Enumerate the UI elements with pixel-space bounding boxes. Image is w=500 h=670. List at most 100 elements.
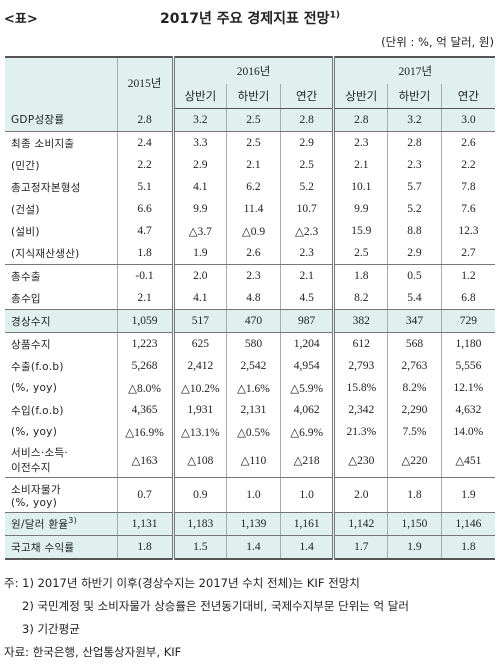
value-cell: 3.0 — [440, 108, 495, 132]
table-tag: <표> — [4, 12, 38, 27]
value-cell: 2.1 — [279, 264, 334, 287]
value-cell: 2.2 — [116, 154, 173, 176]
year-header: 2017년 — [332, 56, 495, 84]
value-cell: △163 — [116, 443, 173, 478]
value-cell: 1.8 — [440, 535, 495, 560]
value-cell: 4,632 — [440, 399, 495, 421]
value-cell: 2,793 — [332, 355, 388, 377]
footnote-lead: 주: — [4, 576, 19, 590]
value-cell: -0.1 — [116, 264, 173, 287]
value-cell: △451 — [440, 443, 495, 478]
value-cell: 5,268 — [116, 355, 173, 377]
value-cell: 2,763 — [387, 355, 442, 377]
value-cell: 1,223 — [116, 332, 173, 355]
value-cell: △108 — [171, 443, 227, 478]
value-cell: 1,180 — [440, 332, 495, 355]
period-header: 연간 — [279, 84, 334, 109]
value-cell: 2.0 — [171, 264, 227, 287]
footnote-text: 1) 2017년 하반기 이후(경상수지는 2017년 수치 전체)는 KIF … — [22, 576, 360, 590]
value-cell: △10.2% — [171, 377, 227, 399]
data-row: 총수입 2.1 4.1 4.8 4.5 8.2 5.4 6.8 — [5, 287, 495, 310]
value-cell: 10.7 — [279, 198, 334, 220]
data-row: 수입(f.o.b) 4,365 1,931 2,131 4,062 2,342 2,290 4… — [5, 399, 495, 421]
value-cell: △16.9% — [116, 421, 173, 443]
footnote-text: 2) 국민계정 및 소비자물가 상승률은 전년동기대비, 국제수지부문 단위는 … — [22, 599, 409, 613]
data-row: 원/달러 환율3) 1,131 1,183 1,139 1,161 1,142 1,150 1… — [5, 512, 495, 536]
unit: (단위 : %, 억 달러, 원) — [381, 35, 494, 49]
value-cell: 1,131 — [116, 512, 173, 536]
row-label-text: 서비스·소득· 이전수지 — [11, 447, 69, 474]
value-cell: 2.9 — [279, 131, 334, 154]
value-cell: 2.6 — [226, 242, 281, 265]
value-cell: 1,139 — [226, 512, 281, 536]
footnote: 2) 국민계정 및 소비자물가 상승률은 전년동기대비, 국제수지부문 단위는 … — [4, 595, 409, 618]
value-cell: 15.9 — [332, 220, 388, 242]
value-cell: 0.9 — [171, 477, 227, 513]
value-cell: 3.2 — [171, 108, 227, 132]
year-row: 2015년 2016년 2017년 — [5, 56, 495, 109]
value-cell: 2,342 — [332, 399, 388, 421]
data-row: (%, yoy) △16.9% △13.1% △0.5% △6.9% 21.3% 7.5% 1… — [5, 421, 495, 443]
value-cell: △5.9% — [279, 377, 334, 399]
value-cell: 2.3 — [226, 264, 281, 287]
value-cell: 6.6 — [116, 198, 173, 220]
value-cell: 4,062 — [279, 399, 334, 421]
value-cell: 9.9 — [171, 198, 227, 220]
period-header: 연간 — [440, 84, 495, 109]
value-cell: 8.2 — [332, 287, 388, 310]
value-cell: 568 — [387, 332, 442, 355]
value-cell: 2.3 — [279, 242, 334, 265]
value-cell: 1.8 — [387, 477, 442, 513]
value-cell: 4.1 — [171, 287, 227, 310]
row-label-text: (설비) — [11, 225, 40, 238]
value-cell: 1.8 — [116, 535, 173, 560]
row-label: (지식재산생산) — [5, 242, 117, 265]
value-cell: 1.2 — [440, 264, 495, 287]
value-cell: 12.1% — [440, 377, 495, 399]
value-cell: 1.8 — [332, 264, 388, 287]
value-cell: △2.3 — [279, 220, 334, 242]
row-label: 총고정자본형성 — [5, 176, 117, 198]
value-cell: 347 — [387, 309, 442, 333]
value-cell: △3.7 — [171, 220, 227, 242]
value-cell: 1.0 — [226, 477, 281, 513]
period-header: 상반기 — [171, 84, 227, 109]
corner-cell — [5, 56, 117, 109]
value-cell: 5.4 — [387, 287, 442, 310]
value-cell: 1.9 — [387, 535, 442, 560]
value-cell: 2.6 — [440, 131, 495, 154]
value-cell: 1,150 — [387, 512, 442, 536]
row-label-text: GDP성장률 — [11, 114, 65, 127]
row-label: 경상수지 — [5, 309, 117, 333]
value-cell: 2,542 — [226, 355, 281, 377]
row-label-text: (%, yoy) — [11, 426, 58, 438]
notes: 주: 1) 2017년 하반기 이후(경상수지는 2017년 수치 전체)는 K… — [4, 572, 409, 664]
period-header: 하반기 — [226, 84, 281, 109]
value-cell: 11.4 — [226, 198, 281, 220]
row-label: 총수입 — [5, 287, 117, 310]
value-cell: 1,183 — [171, 512, 227, 536]
data-row: 국고채 수익률 1.8 1.5 1.4 1.4 1.7 1.9 1.8 — [5, 535, 495, 560]
table-body: GDP성장률 2.8 3.2 2.5 2.8 2.8 3.2 3.0 최종 소비지출 2.4 3.3… — [5, 108, 495, 560]
value-cell: 3.3 — [171, 131, 227, 154]
row-label-text: 총수출 — [11, 270, 41, 283]
data-row: (설비) 4.7 △3.7 △0.9 △2.3 15.9 8.8 12.3 — [5, 220, 495, 242]
value-cell: 382 — [332, 309, 388, 333]
value-cell: 7.8 — [440, 176, 495, 198]
value-cell: 2.1 — [116, 287, 173, 310]
value-cell: 2.3 — [387, 154, 442, 176]
value-cell: △1.6% — [226, 377, 281, 399]
value-cell: 2.5 — [226, 131, 281, 154]
value-cell: 1,204 — [279, 332, 334, 355]
value-cell: 1,059 — [116, 309, 173, 333]
data-row: 최종 소비지출 2.4 3.3 2.5 2.9 2.3 2.8 2.6 — [5, 131, 495, 154]
value-cell: 1,142 — [332, 512, 388, 536]
value-cell: 729 — [440, 309, 495, 333]
row-label-text: 국고채 수익률 — [11, 541, 75, 554]
value-cell: 1,146 — [440, 512, 495, 536]
data-row: (지식재산생산) 1.8 1.9 2.6 2.3 2.5 2.9 2.7 — [5, 242, 495, 265]
year-header: 2015년 — [116, 56, 173, 109]
row-label: 수입(f.o.b) — [5, 399, 117, 421]
value-cell: 1.9 — [440, 477, 495, 513]
